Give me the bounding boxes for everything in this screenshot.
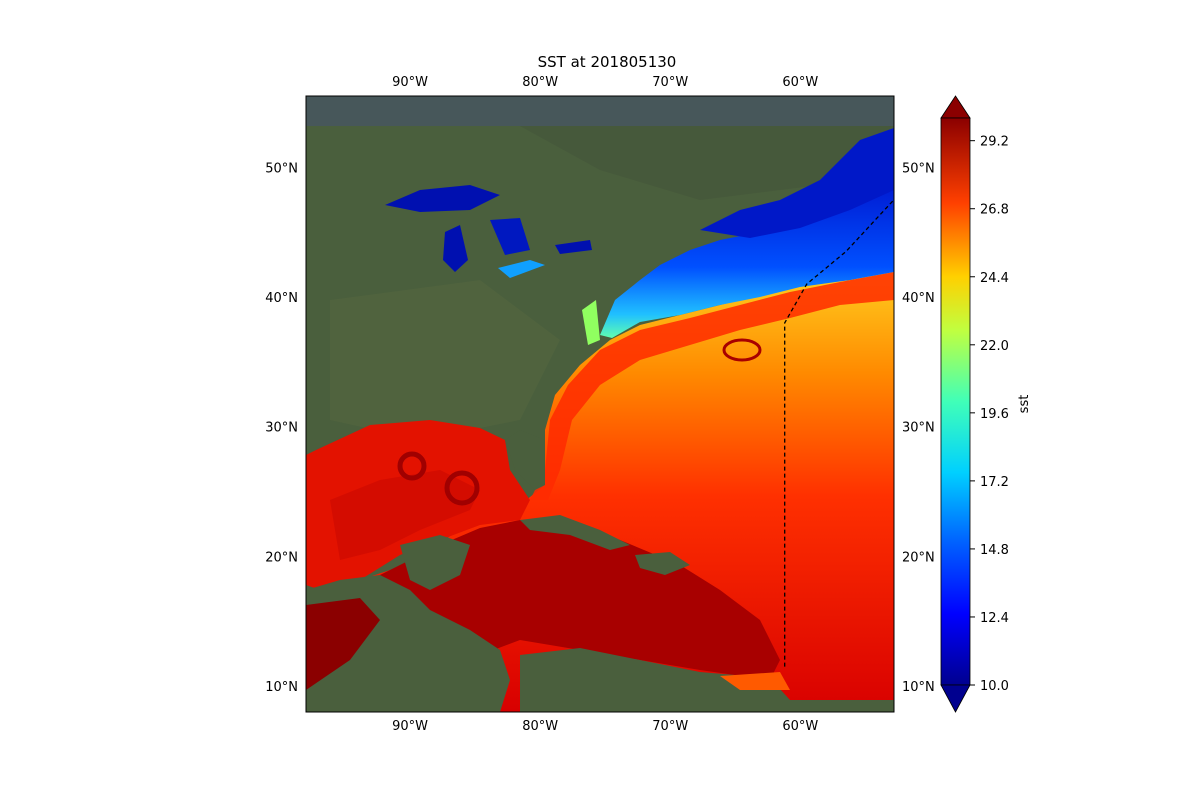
right-latitude-ticks: 50°N 40°N 30°N 20°N 10°N	[902, 161, 935, 695]
latitude-tick-label-right: 40°N	[902, 291, 935, 306]
longitude-tick-label-bottom: 90°W	[392, 719, 428, 734]
longitude-tick-label-top: 60°W	[782, 75, 818, 90]
map-frame	[305, 95, 895, 713]
south-america	[520, 648, 894, 712]
hispaniola	[635, 552, 690, 575]
longitude-tick-label-bottom: 60°W	[782, 719, 818, 734]
longitude-tick-label-top: 80°W	[522, 75, 558, 90]
boreal-land-texture	[306, 96, 894, 200]
map-area	[306, 96, 894, 712]
map-title: SST at 201805130	[538, 53, 677, 71]
colorbar-min-arrow	[940, 684, 971, 713]
colorbar-tick-label: 12.4	[980, 611, 1009, 626]
colorbar-tick-label: 17.2	[980, 475, 1009, 490]
gulf-stream	[530, 272, 894, 500]
latitude-tick-label-left: 30°N	[265, 421, 298, 436]
latitude-tick-label-left: 40°N	[265, 291, 298, 306]
longitude-tick-label-top: 90°W	[392, 75, 428, 90]
colorbar-max-arrow	[940, 95, 971, 119]
lake-michigan	[443, 225, 468, 272]
latitude-tick-label-right: 10°N	[902, 680, 935, 695]
colorbar-tick-label: 26.8	[980, 203, 1009, 218]
colorbar-tick-label: 22.0	[980, 339, 1009, 354]
gulf-of-st-lawrence	[700, 128, 894, 238]
top-longitude-ticks: 90°W 80°W 70°W 60°W	[392, 75, 818, 90]
colorbar-ticks: 10.0 12.4 14.8 17.2 19.6 22.0 24.4 26.8 29.2	[970, 135, 1009, 694]
latitude-tick-label-left: 10°N	[265, 680, 298, 695]
colorbar: 10.0 12.4 14.8 17.2 19.6 22.0 24.4 26.8 29.2 sst	[940, 95, 1032, 713]
gulf-loop-current	[330, 470, 480, 560]
colorbar-tick-label: 14.8	[980, 543, 1009, 558]
latitude-tick-label-right: 30°N	[902, 421, 935, 436]
pacific-coast-water	[306, 598, 380, 690]
longitude-tick-label-bottom: 80°W	[522, 719, 558, 734]
latitude-tick-label-left: 50°N	[265, 161, 298, 176]
lake-huron	[490, 218, 530, 255]
lake-erie	[498, 260, 545, 278]
yucatan-peninsula	[400, 535, 470, 590]
colorbar-label: sst	[1017, 395, 1032, 414]
colorbar-tick-label: 29.2	[980, 135, 1009, 150]
cuba	[520, 515, 630, 550]
longitude-tick-label-top: 70°W	[652, 75, 688, 90]
colorbar-tick-label: 10.0	[980, 679, 1009, 694]
lake-ontario	[555, 240, 592, 254]
latitude-tick-label-left: 20°N	[265, 550, 298, 565]
colorbar-gradient	[940, 117, 971, 686]
longitude-tick-label-bottom: 70°W	[652, 719, 688, 734]
orinoco-plume	[720, 672, 790, 690]
latitude-tick-label-right: 20°N	[902, 550, 935, 565]
florida-peninsula	[505, 430, 545, 490]
lake-superior	[385, 185, 500, 212]
warm-core-ring	[722, 338, 762, 362]
left-latitude-ticks: 50°N 40°N 30°N 20°N 10°N	[265, 161, 298, 695]
gulf-eddy-2	[444, 470, 480, 506]
storm-track-line	[784, 199, 894, 667]
bottom-longitude-ticks: 90°W 80°W 70°W 60°W	[392, 719, 818, 734]
plains-land-texture	[330, 280, 560, 440]
latitude-tick-label-right: 50°N	[902, 161, 935, 176]
gulf-eddy	[397, 451, 427, 481]
colorbar-tick-label: 19.6	[980, 407, 1009, 422]
chesapeake-bay	[582, 300, 600, 345]
colorbar-tick-label: 24.4	[980, 271, 1009, 286]
